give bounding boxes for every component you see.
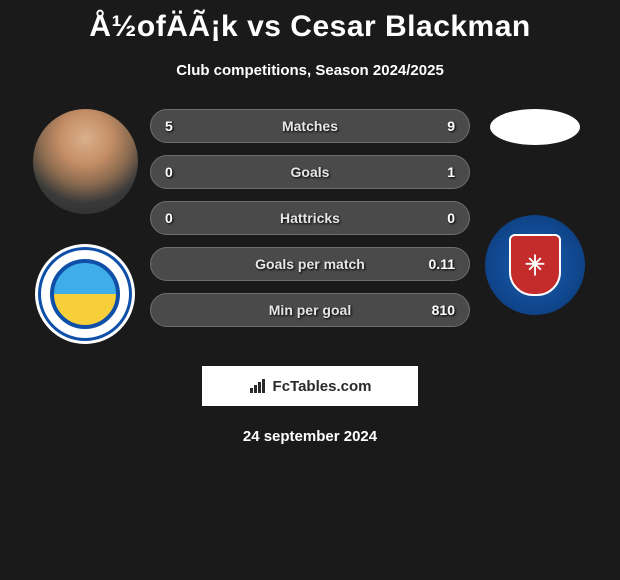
stat-row-goals-per-match: Goals per match 0.11 bbox=[150, 247, 470, 281]
badge-right-inner bbox=[509, 234, 561, 296]
stat-right-value: 9 bbox=[447, 118, 455, 134]
stat-label: Hattricks bbox=[280, 210, 340, 226]
stat-label: Min per goal bbox=[269, 302, 351, 318]
stat-label: Matches bbox=[282, 118, 338, 134]
comparison-card: Å½ofÄÃ¡k vs Cesar Blackman Club competit… bbox=[0, 0, 620, 445]
club-badge-right bbox=[485, 215, 585, 315]
club-badge-left bbox=[35, 244, 135, 344]
stat-right-value: 810 bbox=[432, 302, 455, 318]
player-left-avatar bbox=[33, 109, 138, 214]
right-player-column bbox=[480, 109, 590, 315]
brand-box[interactable]: FcTables.com bbox=[202, 366, 418, 406]
stat-label: Goals per match bbox=[255, 256, 365, 272]
stat-label: Goals bbox=[291, 164, 330, 180]
stat-row-hattricks: 0 Hattricks 0 bbox=[150, 201, 470, 235]
stats-list: 5 Matches 9 0 Goals 1 0 Hattricks 0 Goal… bbox=[140, 109, 480, 327]
stat-right-value: 0.11 bbox=[429, 256, 455, 272]
stat-row-goals: 0 Goals 1 bbox=[150, 155, 470, 189]
stat-right-value: 1 bbox=[447, 164, 455, 180]
brand-chart-icon bbox=[249, 378, 267, 394]
player-right-avatar bbox=[490, 109, 580, 145]
brand-text: FcTables.com bbox=[273, 378, 372, 395]
subtitle: Club competitions, Season 2024/2025 bbox=[0, 62, 620, 79]
badge-left-inner bbox=[50, 259, 120, 329]
date-line: 24 september 2024 bbox=[0, 428, 620, 445]
stat-row-min-per-goal: Min per goal 810 bbox=[150, 293, 470, 327]
left-player-column bbox=[30, 109, 140, 344]
stat-row-matches: 5 Matches 9 bbox=[150, 109, 470, 143]
stat-left-value: 0 bbox=[165, 210, 173, 226]
stat-right-value: 0 bbox=[447, 210, 455, 226]
stat-left-value: 5 bbox=[165, 118, 173, 134]
page-title: Å½ofÄÃ¡k vs Cesar Blackman bbox=[0, 10, 620, 44]
crest-icon bbox=[521, 251, 549, 279]
stat-left-value: 0 bbox=[165, 164, 173, 180]
comparison-body: 5 Matches 9 0 Goals 1 0 Hattricks 0 Goal… bbox=[0, 109, 620, 344]
